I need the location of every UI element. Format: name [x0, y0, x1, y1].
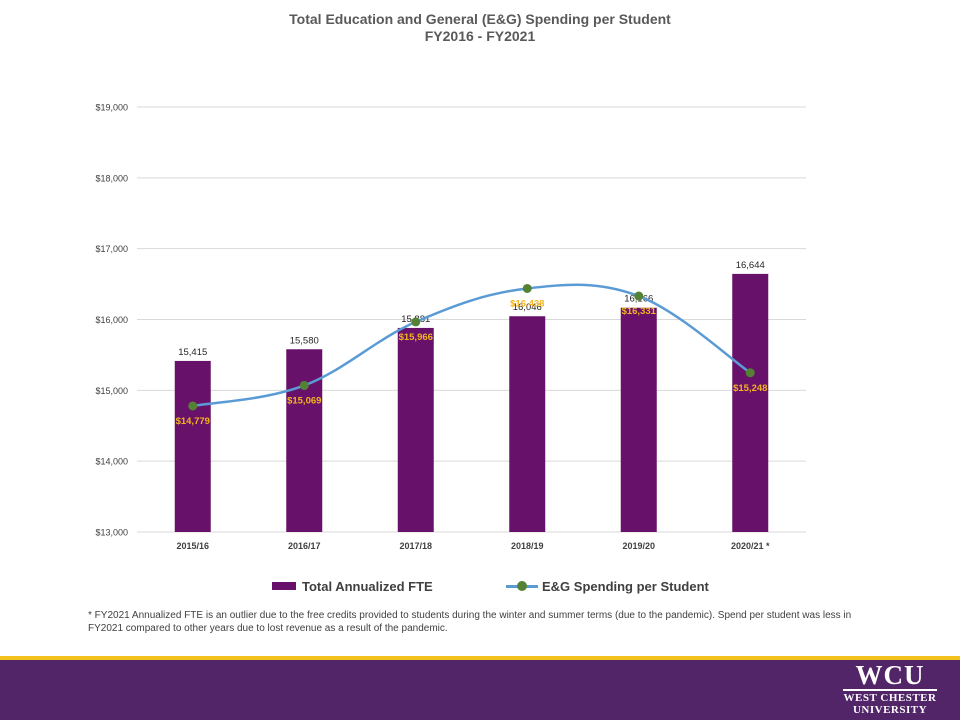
chart-subtitle: FY2016 - FY2021	[424, 28, 536, 44]
line-point	[411, 317, 421, 327]
y-tick-label: $17,000	[95, 244, 128, 254]
line-point	[634, 291, 644, 301]
line-point	[299, 380, 309, 390]
legend-label-spending: E&G Spending per Student	[542, 578, 709, 594]
bar-data-label: 15,415	[178, 347, 207, 358]
y-tick-label: $13,000	[95, 528, 128, 538]
line-data-label: $14,779	[176, 416, 210, 427]
bar	[286, 349, 323, 532]
y-tick-label: $14,000	[95, 457, 128, 467]
bar	[397, 327, 434, 532]
y-tick-label: $19,000	[95, 103, 128, 113]
x-tick-label: 2020/21 *	[731, 541, 770, 551]
logo-line-2: UNIVERSITY	[852, 704, 928, 716]
series-line-spending	[192, 283, 751, 408]
line-data-label: $15,069	[287, 395, 321, 406]
y-tick-label: $15,000	[95, 386, 128, 396]
bar	[620, 307, 657, 532]
bar	[174, 360, 211, 532]
legend-item-fte: Total Annualized FTE	[272, 576, 433, 596]
legend-label-fte: Total Annualized FTE	[302, 578, 433, 594]
logo-rule	[843, 689, 937, 691]
bar-data-label: 15,580	[290, 335, 319, 346]
x-tick-label: 2016/17	[288, 541, 321, 551]
footer-band	[0, 656, 960, 720]
line-point	[188, 401, 198, 411]
line-data-label: $16,331	[622, 306, 657, 317]
line-data-label: $15,248	[733, 383, 767, 394]
bar	[509, 316, 546, 532]
bar-data-label: 16,046	[513, 302, 542, 313]
x-tick-label: 2019/20	[622, 541, 655, 551]
line-data-label: $16,438	[510, 298, 544, 309]
x-tick-label: 2018/19	[511, 541, 544, 551]
bar	[732, 273, 769, 532]
footnote: * FY2021 Annualized FTE is an outlier du…	[88, 610, 852, 634]
y-tick-label: $16,000	[95, 315, 128, 325]
x-tick-label: 2015/16	[176, 541, 209, 551]
line-point	[522, 283, 532, 293]
chart-title: Total Education and General (E&G) Spendi…	[289, 11, 671, 27]
x-tick-label: 2017/18	[399, 541, 432, 551]
line-data-label: $15,966	[399, 332, 433, 343]
logo-mark: WCU	[855, 660, 925, 690]
y-tick-label: $18,000	[95, 173, 128, 183]
logo-line-1: WEST CHESTER	[843, 692, 937, 704]
legend-item-spending: E&G Spending per Student	[506, 576, 709, 596]
legend-swatch-spending	[506, 581, 538, 591]
legend-swatch-fte	[272, 582, 296, 590]
footer-stripe	[0, 656, 960, 660]
university-logo: WCU WEST CHESTER UNIVERSITY	[838, 661, 942, 718]
line-point	[745, 368, 755, 378]
bar-data-label: 16,644	[736, 260, 765, 271]
